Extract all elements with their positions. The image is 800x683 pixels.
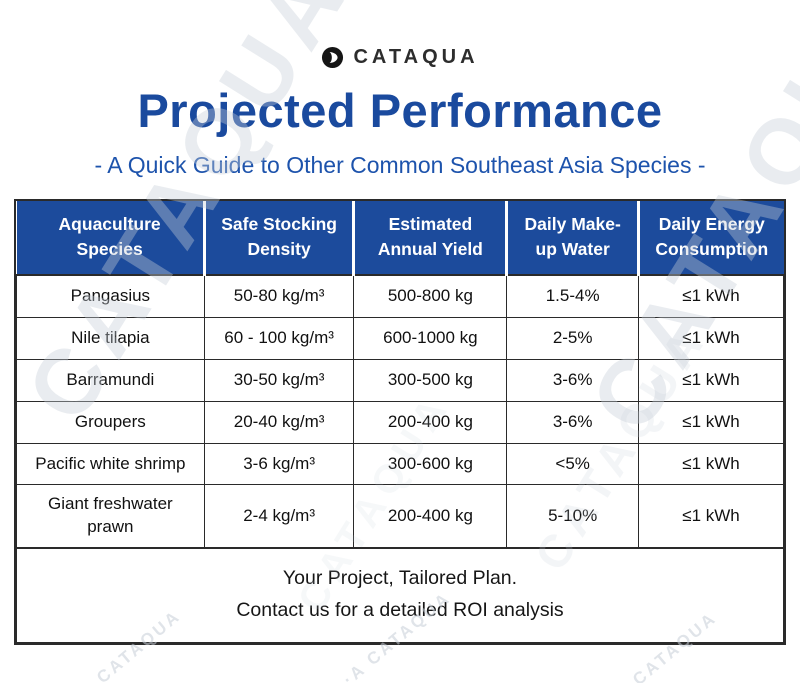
column-header-energy: Daily Energy Consumption <box>637 201 784 276</box>
cell-water: 2-5% <box>506 316 640 360</box>
table-row: Groupers 20-40 kg/m³ 200-400 kg 3-6% ≤1 … <box>16 400 784 444</box>
cell-yield: 300-600 kg <box>353 442 508 486</box>
table-row: Barramundi 30-50 kg/m³ 300-500 kg 3-6% ≤… <box>16 358 784 402</box>
table-row: Pangasius 50-80 kg/m³ 500-800 kg 1.5-4% … <box>16 274 784 318</box>
table-row: Pacific white shrimp 3-6 kg/m³ 300-600 k… <box>16 442 784 486</box>
cell-species: Nile tilapia <box>16 316 205 360</box>
cell-density: 30-50 kg/m³ <box>203 358 355 402</box>
cell-energy: ≤1 kWh <box>638 274 784 318</box>
cell-yield: 500-800 kg <box>353 274 508 318</box>
cell-yield: 300-500 kg <box>353 358 508 402</box>
footer-line-2: Contact us for a detailed ROI analysis <box>236 599 564 622</box>
footer-line-1: Your Project, Tailored Plan. <box>282 567 518 590</box>
page-subtitle: - A Quick Guide to Other Common Southeas… <box>94 152 706 178</box>
cell-species: Pangasius <box>16 274 205 318</box>
table-row: Giant freshwater prawn 2-4 kg/m³ 200-400… <box>16 484 784 549</box>
cell-density: 60 - 100 kg/m³ <box>203 316 355 360</box>
cell-yield: 200-400 kg <box>353 484 508 549</box>
cell-species: Groupers <box>16 400 205 444</box>
cell-energy: ≤1 kWh <box>638 400 784 444</box>
cell-energy: ≤1 kWh <box>638 484 784 549</box>
cell-energy: ≤1 kWh <box>638 442 784 486</box>
column-header-density: Safe Stocking Density <box>202 201 354 276</box>
performance-table: Aquaculture Species Safe Stocking Densit… <box>16 201 784 643</box>
footer-row: Your Project, Tailored Plan. Contact us … <box>16 547 784 643</box>
performance-table-wrap: Aquaculture Species Safe Stocking Densit… <box>14 199 786 645</box>
cell-energy: ≤1 kWh <box>638 316 784 360</box>
page-title: Projected Performance <box>137 84 663 137</box>
brand-name: CATAQUA <box>353 46 479 68</box>
footer-cell: Your Project, Tailored Plan. Contact us … <box>16 547 784 643</box>
column-header-water: Daily Make-up Water <box>505 201 639 276</box>
cell-density: 2-4 kg/m³ <box>203 484 355 549</box>
cataqua-logo-icon <box>321 46 344 69</box>
cell-yield: 200-400 kg <box>353 400 508 444</box>
cell-water: 3-6% <box>506 400 640 444</box>
cell-species: Pacific white shrimp <box>16 442 205 486</box>
cell-species: Barramundi <box>16 358 205 402</box>
cell-water: <5% <box>506 442 640 486</box>
cell-water: 1.5-4% <box>506 274 640 318</box>
brand: CATAQUA <box>0 0 800 69</box>
cell-species: Giant freshwater prawn <box>16 484 205 549</box>
cell-energy: ≤1 kWh <box>638 358 784 402</box>
column-header-yield: Estimated Annual Yield <box>352 201 507 276</box>
header-row: Aquaculture Species Safe Stocking Densit… <box>16 201 784 276</box>
cell-density: 3-6 kg/m³ <box>203 442 355 486</box>
cell-density: 20-40 kg/m³ <box>203 400 355 444</box>
cell-water: 5-10% <box>506 484 640 549</box>
column-header-species: Aquaculture Species <box>16 201 205 276</box>
cell-yield: 600-1000 kg <box>353 316 508 360</box>
table-row: Nile tilapia 60 - 100 kg/m³ 600-1000 kg … <box>16 316 784 360</box>
cell-water: 3-6% <box>506 358 640 402</box>
content: CATAQUA Projected Performance - A Quick … <box>0 0 800 645</box>
cell-density: 50-80 kg/m³ <box>203 274 355 318</box>
